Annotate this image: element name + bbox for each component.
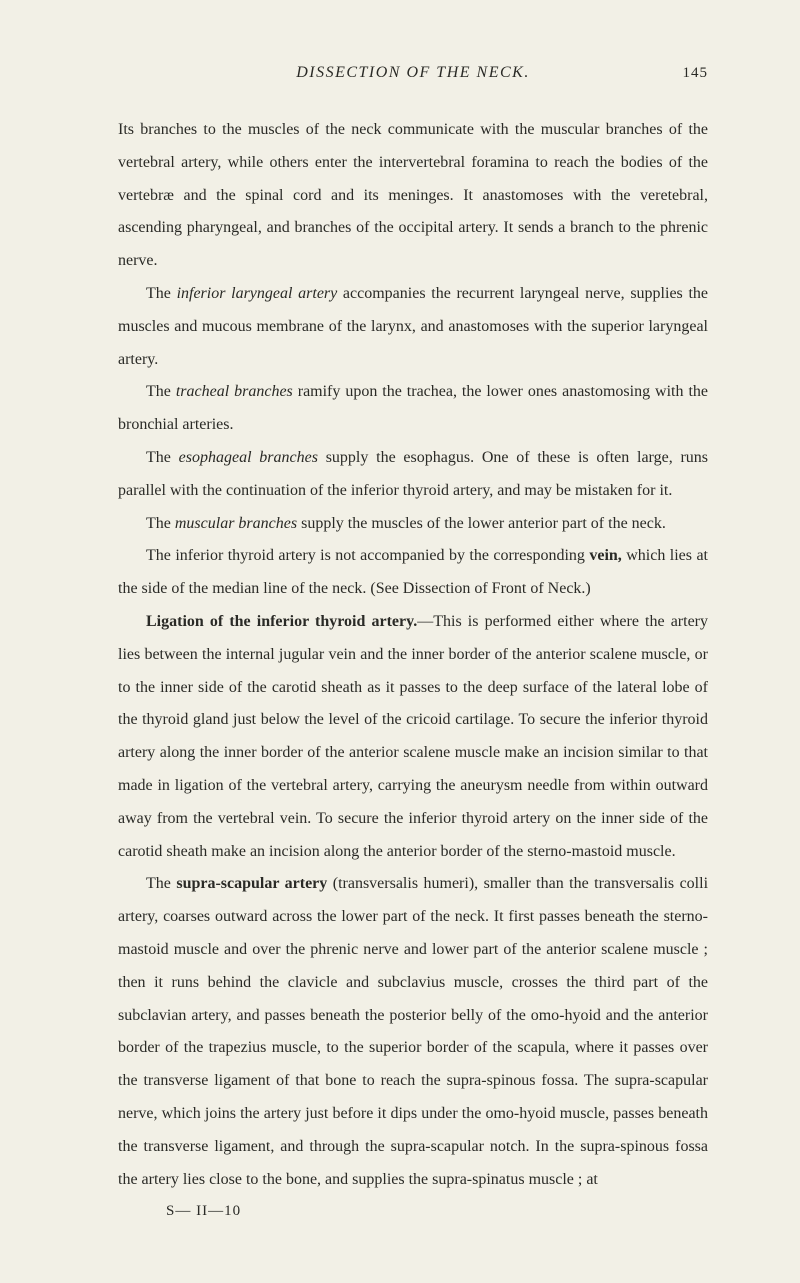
p7-post: —This is performed either where the arte… [118, 613, 708, 860]
p5-pre: The [146, 515, 175, 532]
page-number: 145 [668, 65, 708, 82]
p8-bold: supra-scapular artery [176, 875, 327, 892]
running-head: DISSECTION OF THE NECK. 145 [118, 64, 708, 82]
p6-bold: vein, [589, 547, 621, 564]
p8-post: (transversalis humeri), smaller than the… [118, 875, 708, 1187]
p4-italic: esophageal branches [179, 449, 318, 466]
para-1-text: Its branches to the muscles of the neck … [118, 121, 708, 269]
running-title: DISSECTION OF THE NECK. [158, 64, 668, 82]
para-3: The tracheal branches ramify upon the tr… [118, 376, 708, 442]
page: DISSECTION OF THE NECK. 145 Its branches… [0, 0, 800, 1283]
para-2: The inferior laryngeal artery accompanie… [118, 278, 708, 376]
p2-italic: inferior laryngeal artery [177, 285, 338, 302]
para-7: Ligation of the inferior thyroid artery.… [118, 606, 708, 868]
p3-italic: tracheal branches [176, 383, 293, 400]
p4-pre: The [146, 449, 179, 466]
p5-italic: muscular branches [175, 515, 297, 532]
sig-text: S— II—10 [166, 1203, 241, 1219]
para-8: The supra-scapular artery (transversalis… [118, 868, 708, 1196]
p7-bold: Ligation of the inferior thyroid artery. [146, 613, 417, 630]
p2-pre: The [146, 285, 177, 302]
para-4: The esophageal branches supply the esoph… [118, 442, 708, 508]
para-5: The muscular branches supply the muscles… [118, 508, 708, 541]
p6-pre: The inferior thyroid artery is not accom… [146, 547, 589, 564]
para-1: Its branches to the muscles of the neck … [118, 114, 708, 278]
p3-pre: The [146, 383, 176, 400]
para-6: The inferior thyroid artery is not accom… [118, 540, 708, 606]
signature-line: S— II—10 [118, 1196, 708, 1227]
p8-pre: The [146, 875, 176, 892]
p5-post: supply the muscles of the lower anterior… [297, 515, 666, 532]
